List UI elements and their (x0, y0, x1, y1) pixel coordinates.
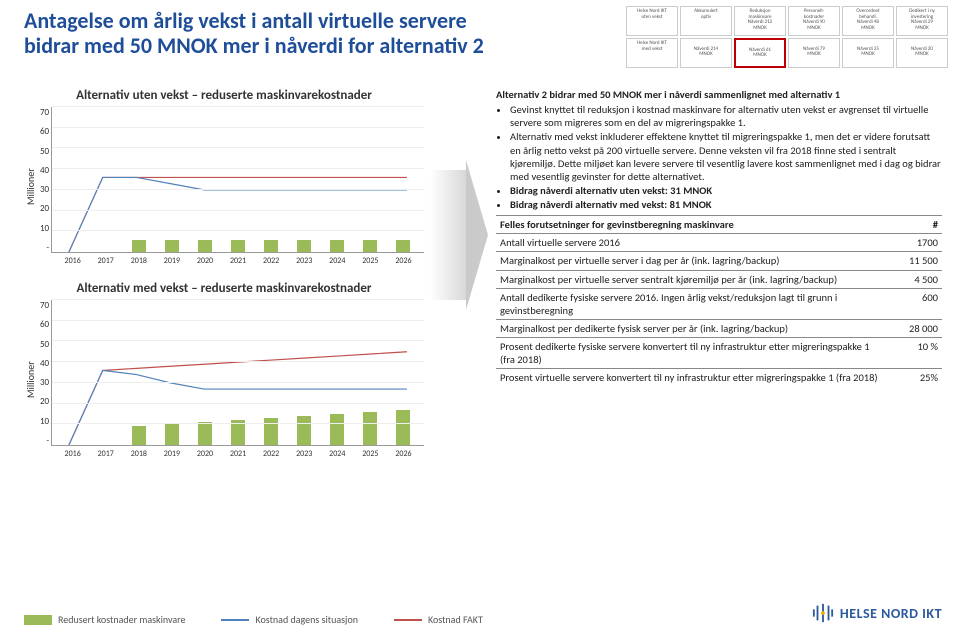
chart-2-ylabel: Millioner (24, 300, 38, 460)
thumbnail-cell: Helse Nord IKTuten vekst (626, 6, 678, 36)
table-row: Antall virtuelle servere 20161700 (496, 234, 942, 252)
thumbnail-cell: Nåverdi 25MNOK (842, 38, 894, 68)
assumptions-table: Felles forutsetninger for gevinstberegni… (496, 215, 942, 386)
table-row: Antall dedikerte fysiske servere 2016. I… (496, 288, 942, 319)
thumbnail-cell: Nåverdi 214MNOK (680, 38, 732, 68)
chart-1-plot: 2016201720182019202020212022202320242025… (51, 107, 424, 253)
thumbnail-cell: Personell-kostnaderNåverdi 90MNOK (788, 6, 840, 36)
legend-item: Kostnad dagens situasjon (221, 613, 358, 626)
page-title: Antagelse om årlig vekst i antall virtue… (24, 8, 524, 59)
chart-1-yticks: 70605040302010- (38, 107, 51, 267)
chart-2-xticks: 2016201720182019202020212022202320242025… (52, 449, 424, 459)
chart-1-ylabel: Millioner (24, 107, 38, 267)
right-panel: Alternativ 2 bidrar med 50 MNOK mer i nå… (496, 88, 942, 386)
chart-2-yticks: 70605040302010- (38, 300, 51, 460)
charts-column: Alternativ uten vekst – reduserte maskin… (24, 88, 424, 474)
chart-2-title: Alternativ med vekst – reduserte maskinv… (24, 281, 424, 296)
chart-2-plot: 2016201720182019202020212022202320242025… (51, 300, 424, 446)
table-header-label: Felles forutsetninger for gevinstberegni… (496, 216, 882, 234)
table-row: Prosent virtuelle servere konvertert til… (496, 369, 942, 387)
table-header-num: # (882, 216, 942, 234)
bullet-item: Bidrag nåverdi alternativ uten vekst: 31… (510, 184, 942, 197)
thumbnail-cell: Overordnetbehandl.Nåverdi 48MNOK (842, 6, 894, 36)
thumbnail-cell: Akkumulertoptiv (680, 6, 732, 36)
chart-1-xticks: 2016201720182019202020212022202320242025… (52, 256, 424, 266)
thumbnail-grid: Helse Nord IKTuten vekstAkkumulertoptivR… (626, 6, 948, 68)
chart-2: Alternativ med vekst – reduserte maskinv… (24, 281, 424, 460)
legend-item: Redusert kostnader maskinvare (24, 613, 185, 626)
table-row: Marginalkost per virtuelle server i dag … (496, 252, 942, 270)
bullet-item: Gevinst knyttet til reduksjon i kostnad … (510, 103, 942, 129)
thumbnail-cell: Dedikert i nyinvesteringNåverdi 29MNOK (896, 6, 948, 36)
table-row: Marginalkost per virtuelle server sentra… (496, 270, 942, 288)
thumbnail-cell: Nåverdi 61MNOK (734, 38, 786, 68)
table-row: Marginalkost per dedikerte fysisk server… (496, 319, 942, 337)
thumbnail-cell: Nåverdi 20MNOK (896, 38, 948, 68)
chart-1: Alternativ uten vekst – reduserte maskin… (24, 88, 424, 267)
legend-item: Kostnad FAKT (394, 613, 483, 626)
thumbnail-cell: Helse Nord IKTmed vekst (626, 38, 678, 68)
logo-icon (812, 602, 834, 624)
bullet-list: Gevinst knyttet til reduksjon i kostnad … (496, 103, 942, 211)
bullet-item: Bidrag nåverdi alternativ med vekst: 81 … (510, 198, 942, 211)
table-row: Prosent dedikerte fysiske servere konver… (496, 338, 942, 369)
thumbnail-cell: Nåverdi 79MNOK (788, 38, 840, 68)
legend: Redusert kostnader maskinvare Kostnad dag… (24, 613, 483, 626)
logo: HELSE NORD IKT (812, 602, 942, 624)
logo-text: HELSE NORD IKT (840, 605, 942, 622)
bullet-item: Alternativ med vekst inkluderer effekten… (510, 130, 942, 183)
chart-1-title: Alternativ uten vekst – reduserte maskin… (24, 88, 424, 103)
thumbnail-cell: ReduksjonmaskinvareNåverdi 212MNOK (734, 6, 786, 36)
right-title: Alternativ 2 bidrar med 50 MNOK mer i nå… (496, 88, 942, 101)
